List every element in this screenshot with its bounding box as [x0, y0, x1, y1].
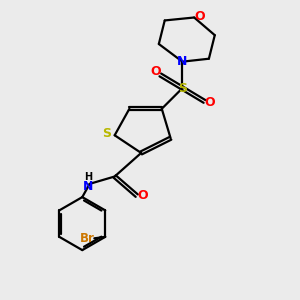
Text: O: O [205, 96, 215, 110]
Text: O: O [195, 10, 206, 22]
Text: H: H [84, 172, 92, 182]
Text: O: O [137, 189, 148, 202]
Text: N: N [177, 55, 188, 68]
Text: S: S [178, 82, 187, 95]
Text: N: N [83, 180, 93, 193]
Text: O: O [151, 65, 161, 78]
Text: S: S [102, 127, 111, 140]
Text: Br: Br [80, 232, 95, 245]
